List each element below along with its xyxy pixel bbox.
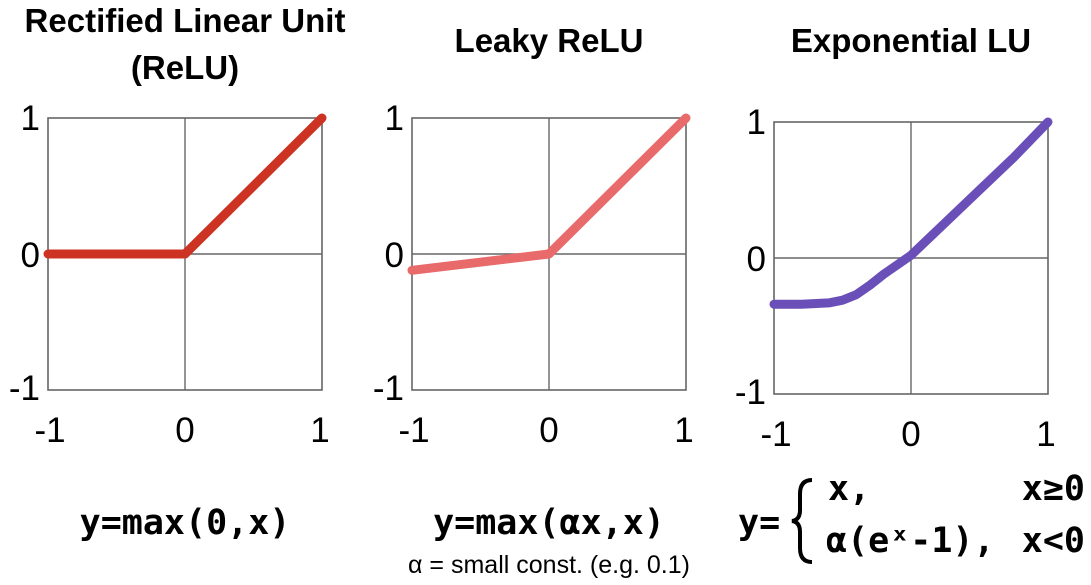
relu-x-tick-middle: 0 — [175, 411, 194, 450]
elu-formula-prefix: y= — [738, 503, 780, 543]
leaky-relu-x-tick-middle: 0 — [539, 411, 558, 450]
relu-panel: Rectified Linear Unit (ReLU) 1 0 -1 -1 0… — [9, 2, 346, 543]
elu-formula-brace — [791, 478, 813, 564]
leaky-relu-x-tick-left: -1 — [398, 411, 429, 450]
relu-title-line-2: (ReLU) — [131, 49, 239, 86]
relu-x-tick-left: -1 — [34, 411, 65, 450]
leaky-relu-curve — [407, 113, 691, 275]
relu-y-tick-top: 1 — [21, 99, 40, 138]
relu-y-tick-middle: 0 — [21, 236, 40, 275]
elu-x-tick-middle: 0 — [901, 415, 920, 454]
elu-y-tick-bottom: -1 — [735, 373, 766, 412]
elu-y-tick-top: 1 — [747, 103, 766, 142]
elu-panel: Exponential LU 1 0 -1 -1 0 1 y= x, x≥0 α… — [735, 22, 1085, 564]
leaky-relu-panel: Leaky ReLU 1 0 -1 -1 0 1 y=max(αx,x) α =… — [373, 22, 694, 579]
leaky-relu-title: Leaky ReLU — [455, 22, 644, 59]
relu-y-tick-bottom: -1 — [9, 369, 40, 408]
leaky-relu-x-tick-right: 1 — [674, 411, 693, 450]
leaky-relu-y-tick-middle: 0 — [385, 236, 404, 275]
elu-case-2-expression: α(eˣ-1), — [826, 521, 995, 561]
elu-case-1-expression: x, — [828, 469, 870, 509]
elu-case-1-condition: x≥0 — [1022, 469, 1085, 509]
leaky-relu-alpha-note: α = small const. (e.g. 0.1) — [408, 551, 690, 579]
relu-curve — [43, 113, 327, 259]
elu-x-tick-left: -1 — [760, 415, 791, 454]
relu-formula: y=max(0,x) — [80, 503, 291, 543]
relu-title-line-1: Rectified Linear Unit — [25, 2, 346, 39]
leaky-relu-formula: y=max(αx,x) — [433, 503, 665, 543]
elu-x-tick-right: 1 — [1036, 415, 1055, 454]
elu-title: Exponential LU — [791, 22, 1031, 59]
elu-curve — [769, 117, 1053, 309]
elu-y-tick-middle: 0 — [747, 240, 766, 279]
elu-case-2-condition: x<0 — [1022, 521, 1085, 561]
relu-x-tick-right: 1 — [310, 411, 329, 450]
leaky-relu-y-tick-top: 1 — [385, 99, 404, 138]
leaky-relu-y-tick-bottom: -1 — [373, 369, 404, 408]
